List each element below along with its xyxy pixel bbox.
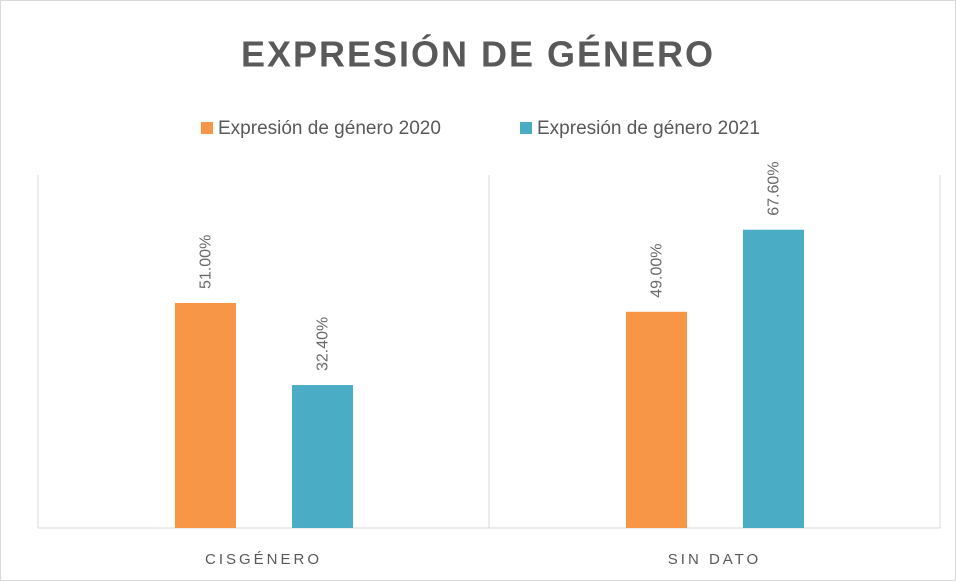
legend-swatch	[201, 122, 213, 134]
legend-label: Expresión de género 2021	[537, 118, 760, 139]
legend-label: Expresión de género 2020	[218, 118, 441, 139]
value-label: 49.00%	[649, 244, 666, 298]
chart-title: EXPRESIÓN DE GÉNERO	[241, 33, 715, 75]
bar	[175, 302, 236, 528]
bar	[743, 229, 804, 528]
x-tick-label: SIN DATO	[668, 551, 761, 568]
bar	[626, 311, 687, 528]
value-label: 67.60%	[766, 161, 783, 215]
legend-swatch	[520, 122, 532, 134]
value-label: 51.00%	[198, 235, 215, 289]
value-label: 32.40%	[315, 317, 332, 371]
x-tick-label: CISGÉNERO	[205, 551, 322, 568]
bar	[292, 385, 353, 528]
